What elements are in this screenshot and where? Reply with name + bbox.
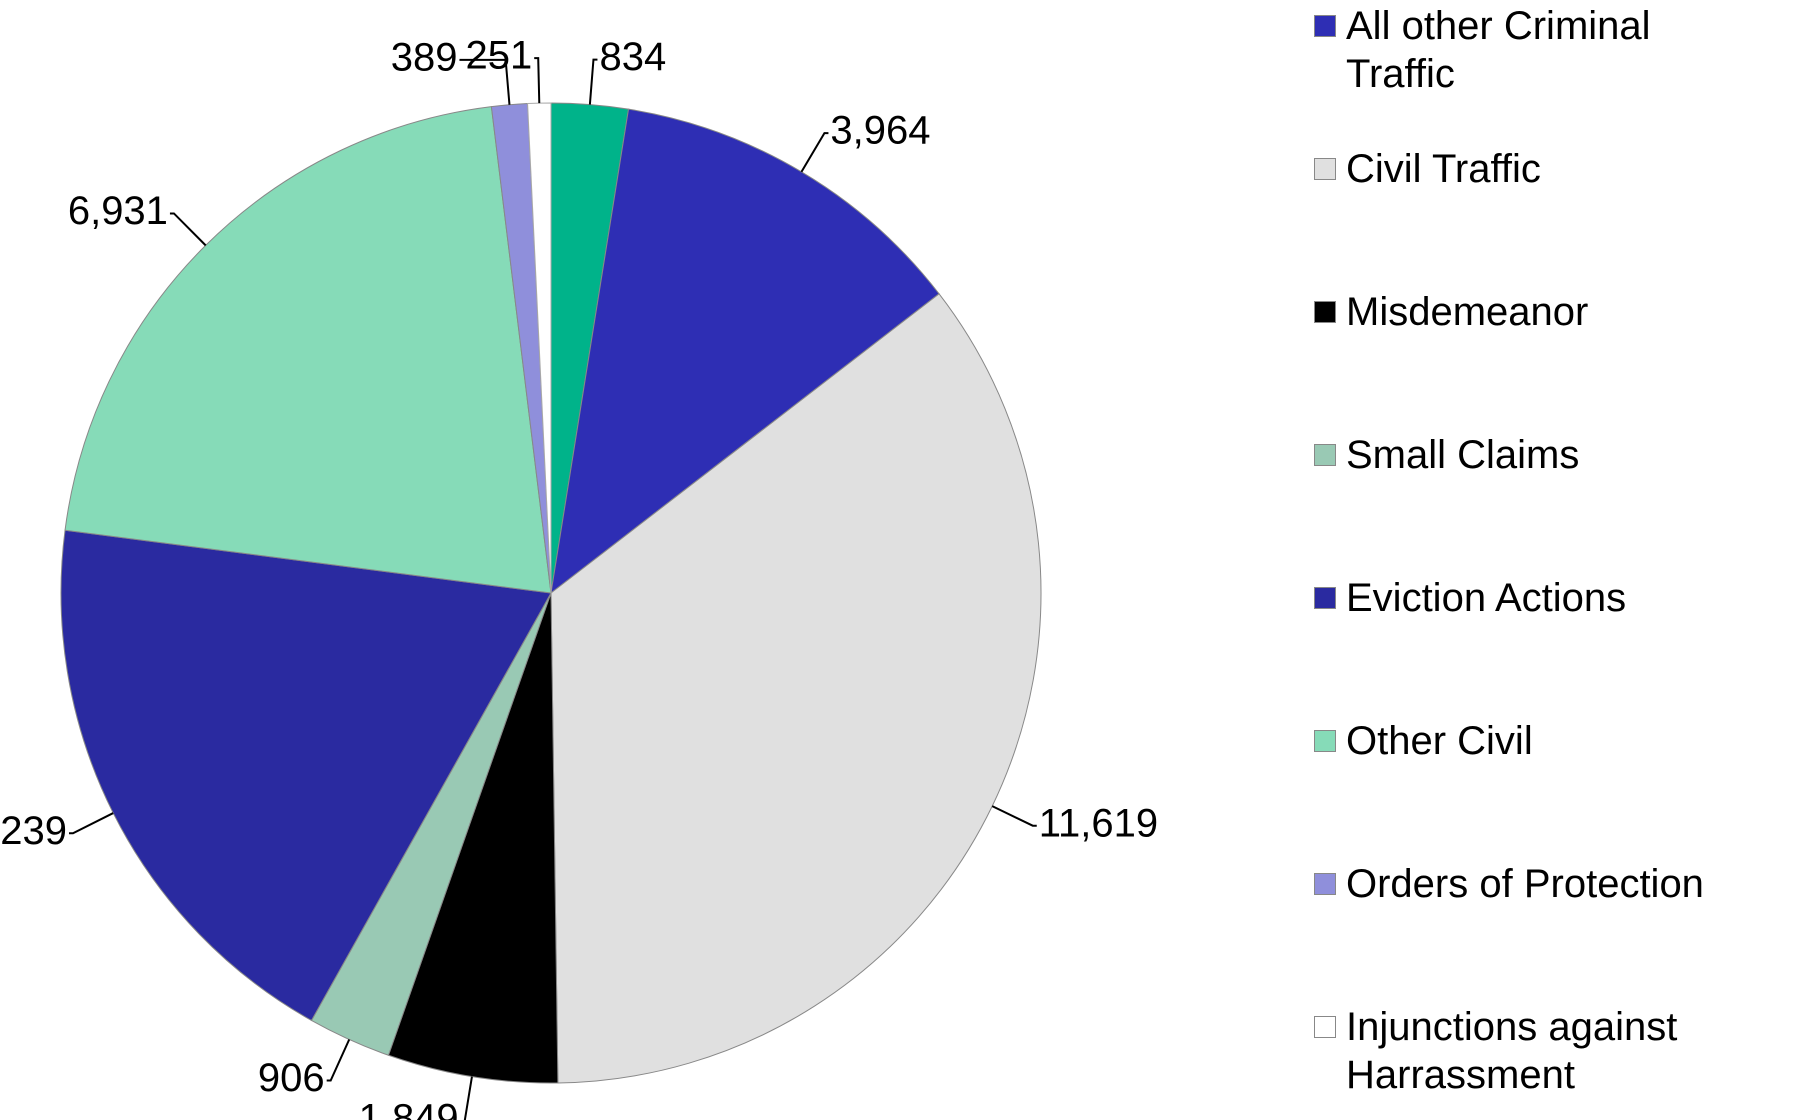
legend-item: Misdemeanor: [1312, 288, 1812, 336]
leader-line: [800, 132, 829, 173]
legend-item: Small Claims: [1312, 431, 1812, 479]
leader-line: [68, 812, 114, 835]
legend-item: Orders of Protection: [1312, 860, 1812, 908]
leader-line: [991, 805, 1037, 827]
legend-label: Civil Traffic: [1346, 147, 1541, 191]
legend-item: Eviction Actions: [1312, 574, 1812, 622]
pie-slice: [550, 108, 940, 595]
data-label: 11,619: [1039, 801, 1158, 845]
leader-line: [459, 58, 511, 105]
legend-label: Orders of Protection: [1346, 862, 1704, 906]
legend-swatch: [1314, 1016, 1336, 1038]
legend-label: All other Criminal Traffic: [1346, 4, 1651, 96]
legend-item: Other Civil: [1312, 717, 1812, 765]
legend-label: Injunctions against Harrassment: [1346, 1005, 1678, 1097]
legend-swatch: [1314, 15, 1336, 37]
legend-swatch: [1314, 730, 1336, 752]
leader-line: [169, 212, 207, 247]
legend-item: Injunctions against Harrassment: [1312, 1003, 1812, 1099]
data-label: 834: [599, 35, 666, 79]
data-label: 906: [258, 1056, 325, 1100]
data-label: 251: [465, 34, 532, 78]
leader-line: [460, 1076, 473, 1120]
legend-item: Civil Traffic: [1312, 145, 1812, 193]
data-label: 389: [391, 35, 458, 79]
legend-label: Misdemeanor: [1346, 290, 1589, 334]
legend-swatch: [1314, 873, 1336, 895]
data-label: 1,849: [359, 1097, 459, 1120]
leader-line: [326, 1039, 351, 1082]
data-label: 6,239: [0, 809, 67, 853]
legend-item: All other Criminal Traffic: [1312, 2, 1812, 98]
pie-slice: [550, 293, 1042, 1084]
legend-swatch: [1314, 158, 1336, 180]
legend-label: Eviction Actions: [1346, 576, 1627, 620]
legend-swatch: [1314, 444, 1336, 466]
pie-slice: [64, 106, 552, 594]
leader-line: [588, 58, 598, 105]
legend-label: Small Claims: [1346, 433, 1580, 477]
legend-label: Other Civil: [1346, 719, 1533, 763]
pie-slice: [387, 592, 559, 1084]
data-label: 3,964: [830, 109, 930, 153]
legend-swatch: [1314, 301, 1336, 323]
leader-line: [534, 57, 541, 104]
data-label: 6,931: [68, 189, 168, 233]
legend-swatch: [1314, 587, 1336, 609]
